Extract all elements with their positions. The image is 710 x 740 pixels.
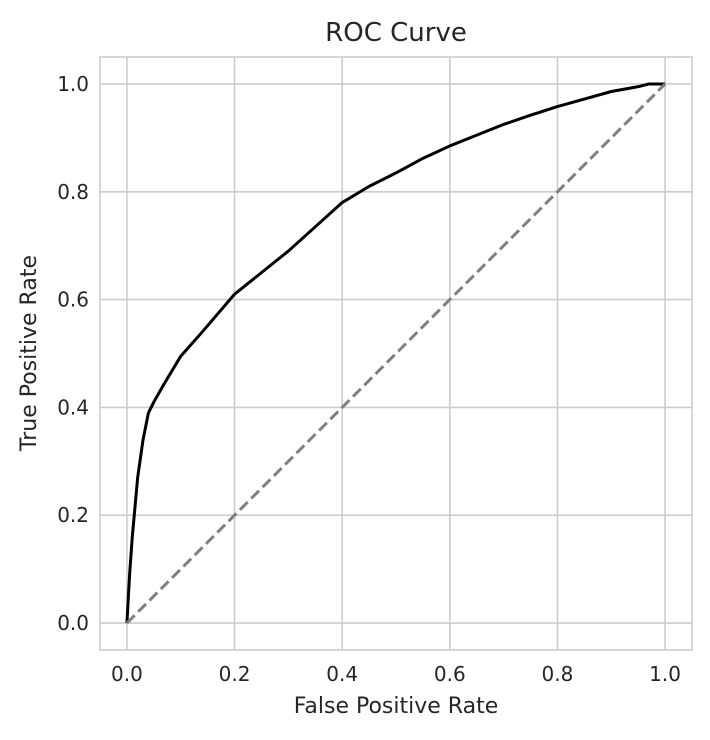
y-tick-label: 0.8 (57, 180, 89, 204)
x-tick-label: 0.0 (111, 662, 143, 686)
chart-title: ROC Curve (325, 18, 467, 48)
roc-line (125, 82, 666, 624)
y-tick-label: 1.0 (57, 72, 89, 96)
y-tick-label: 0.6 (57, 288, 89, 312)
plot-area (99, 56, 693, 651)
y-axis-label: True Positive Rate (17, 255, 42, 452)
x-axis-label: False Positive Rate (294, 694, 498, 719)
y-tick-label: 0.2 (57, 503, 89, 527)
x-tick-label: 0.4 (326, 662, 358, 686)
chance-line (125, 82, 667, 625)
x-tick-label: 0.6 (434, 662, 466, 686)
x-tick-label: 0.8 (542, 662, 574, 686)
x-tick-label: 1.0 (649, 662, 681, 686)
y-tick-label: 0.0 (57, 611, 89, 635)
y-tick-label: 0.4 (57, 395, 89, 419)
x-tick-label: 0.2 (219, 662, 251, 686)
plot-frame (99, 56, 693, 651)
